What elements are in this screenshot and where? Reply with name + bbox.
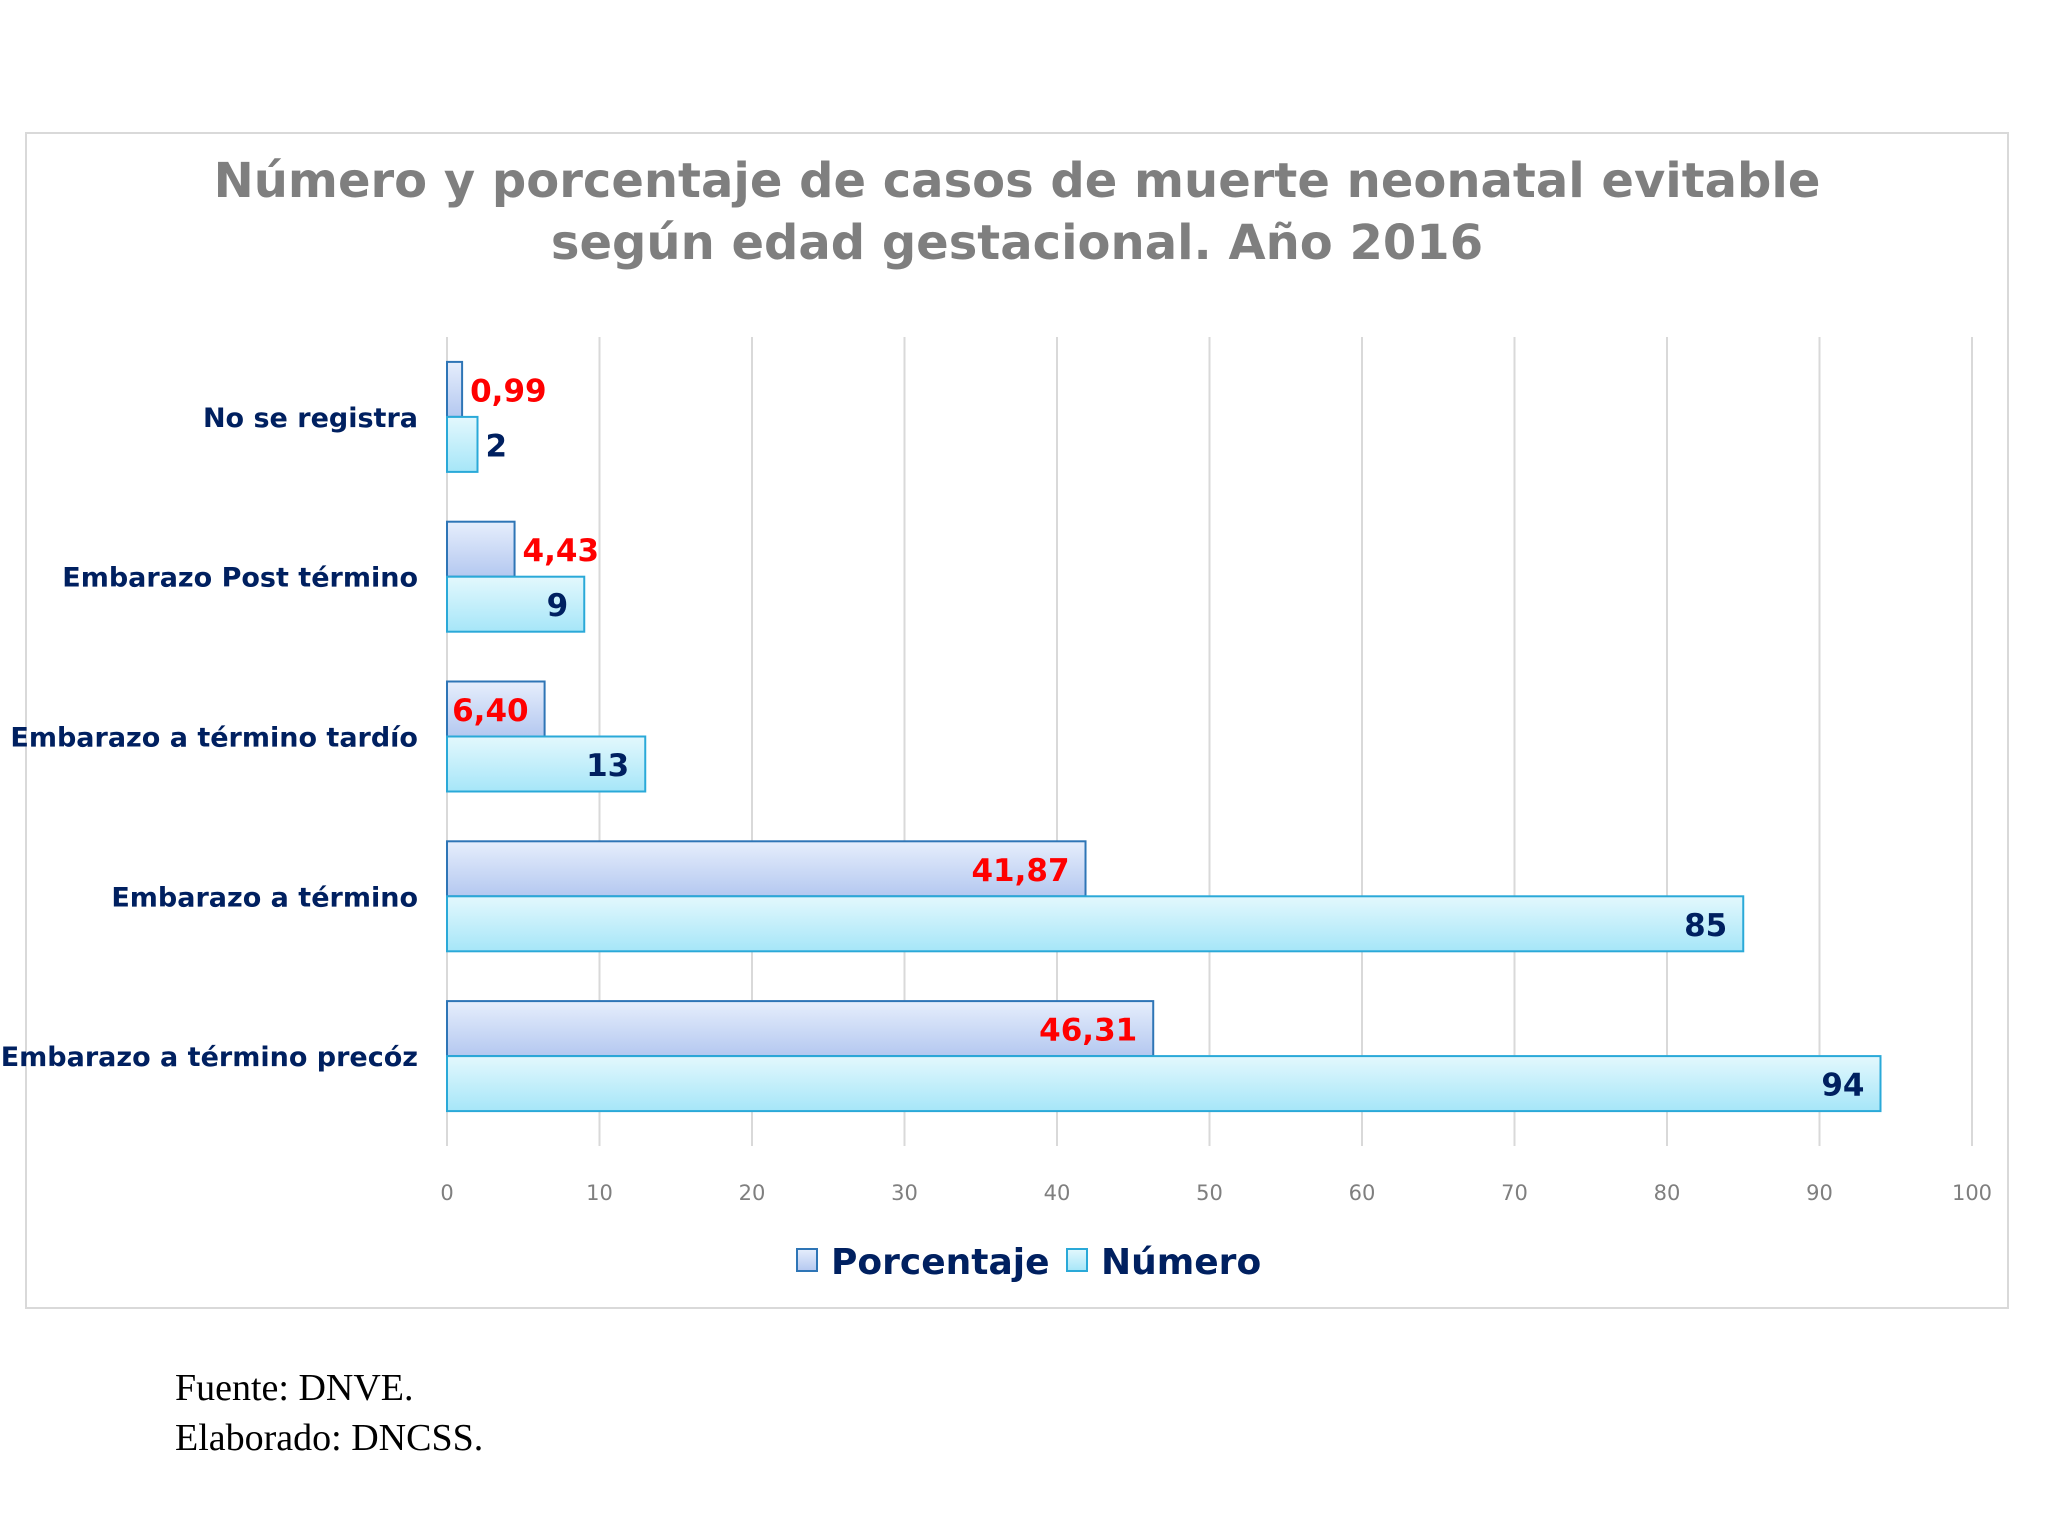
data-label: 85 (1684, 908, 1727, 944)
chart-frame (25, 132, 2009, 1309)
x-tick-label: 40 (1044, 1181, 1071, 1205)
category-label: Embarazo a término precóz (1, 1042, 418, 1073)
x-tick-label: 10 (586, 1181, 613, 1205)
bar-porcentaje (446, 840, 1087, 898)
data-label: 46,31 (1039, 1013, 1137, 1049)
legend-label: Porcentaje (831, 1242, 1050, 1283)
bar-porcentaje (446, 680, 546, 738)
legend-swatch-porcentaje (796, 1248, 818, 1272)
bar-número (446, 415, 479, 473)
x-tick-label: 50 (1196, 1181, 1223, 1205)
x-tick-label: 0 (440, 1181, 453, 1205)
chart-title: Número y porcentaje de casos de muerte n… (25, 150, 2009, 274)
category-label: Embarazo Post término (62, 563, 418, 594)
legend-swatch-número (1066, 1248, 1088, 1272)
chart-title-line-1: Número y porcentaje de casos de muerte n… (213, 153, 1821, 209)
data-label: 41,87 (971, 853, 1069, 889)
data-label: 6,40 (452, 693, 529, 729)
bar-número (446, 575, 586, 633)
x-tick-label: 100 (1952, 1181, 1992, 1205)
legend-label: Número (1101, 1242, 1261, 1283)
x-tick-label: 60 (1349, 1181, 1376, 1205)
bar-porcentaje (446, 520, 516, 578)
x-tick-label: 90 (1806, 1181, 1833, 1205)
data-label: 94 (1821, 1068, 1864, 1104)
data-label: 0,99 (470, 373, 547, 409)
x-tick-label: 80 (1654, 1181, 1681, 1205)
x-tick-label: 20 (739, 1181, 766, 1205)
data-label: 13 (586, 748, 629, 784)
bar-porcentaje (446, 360, 464, 418)
chart-title-line-2: según edad gestacional. Año 2016 (550, 215, 1484, 271)
x-tick-label: 70 (1501, 1181, 1528, 1205)
bar-número (446, 1055, 1882, 1113)
footer-source: Fuente: DNVE. (175, 1367, 414, 1409)
data-label: 4,43 (523, 533, 600, 569)
category-label: Embarazo a término tardío (10, 723, 418, 754)
bar-número (446, 895, 1745, 953)
footer-elaborated: Elaborado: DNCSS. (175, 1417, 484, 1459)
x-tick-label: 30 (891, 1181, 918, 1205)
bar-número (446, 735, 647, 793)
data-label: 9 (547, 588, 569, 624)
bar-porcentaje (446, 1000, 1155, 1058)
category-label: No se registra (203, 403, 418, 434)
data-label: 2 (486, 428, 508, 464)
category-label: Embarazo a término (111, 882, 418, 913)
